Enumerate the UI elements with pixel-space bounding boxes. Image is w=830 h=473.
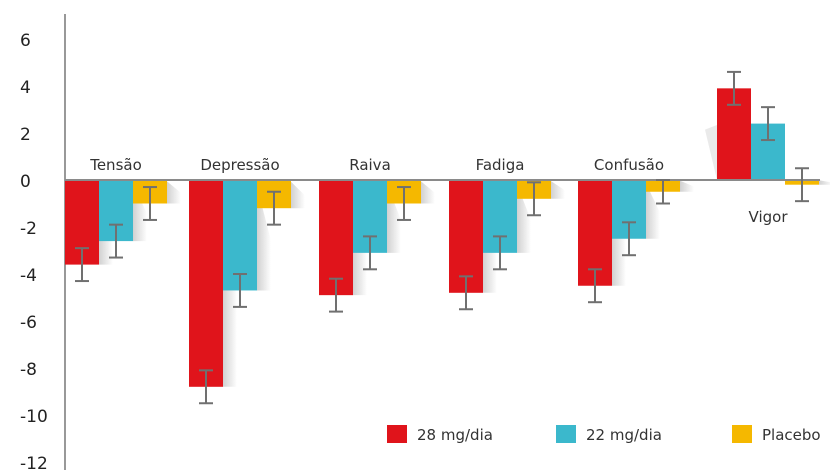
error-bar-depressao-28-mg-dia — [199, 369, 213, 405]
y-tick-label: -6 — [20, 313, 37, 333]
error-bar-tensao-22-mg-dia — [109, 223, 123, 259]
bar-shadow — [646, 183, 660, 239]
error-bar-confusao-22-mg-dia — [622, 221, 636, 257]
bar-shadow — [819, 180, 830, 185]
legend-item-22-mg-dia: 22 mg/dia — [556, 425, 662, 444]
error-bar-confusao-placebo — [656, 179, 670, 205]
bar-shadow — [517, 184, 531, 253]
bar-shadow — [680, 180, 694, 192]
error-bar-fadiga-placebo — [527, 181, 541, 217]
error-bar-depressao-placebo — [267, 190, 281, 226]
category-label-vigor: Vigor — [749, 208, 789, 226]
error-bar-fadiga-28-mg-dia — [459, 275, 473, 311]
legend-label: Placebo — [762, 426, 821, 444]
y-tick-label: -2 — [20, 219, 37, 239]
legend-item-placebo: Placebo — [732, 425, 821, 444]
category-labels: Tensão Depressão Raiva Fadiga Confusão Vigor — [89, 156, 788, 226]
error-bar-vigor-placebo — [795, 167, 809, 203]
legend-label: 22 mg/dia — [586, 426, 662, 444]
error-bar-raiva-28-mg-dia — [329, 277, 343, 313]
bar-fadiga-28-mg-dia — [449, 180, 483, 293]
bar-shadow — [705, 125, 717, 180]
legend-label: 28 mg/dia — [417, 426, 493, 444]
legend: 28 mg/dia 22 mg/dia Placebo — [387, 425, 821, 444]
error-bar-vigor-22-mg-dia — [761, 106, 775, 142]
category-label-fadiga: Fadiga — [476, 156, 525, 174]
bar-shadow — [551, 181, 565, 199]
y-tick-label: -10 — [20, 407, 48, 427]
bar-shadow — [167, 181, 181, 204]
bar-depressao-28-mg-dia — [189, 180, 223, 387]
bar-shadow — [421, 181, 435, 204]
y-tick-label: 4 — [20, 78, 31, 98]
category-label-depressao: Depressão — [200, 156, 279, 174]
category-label-confusao: Confusão — [594, 156, 664, 174]
bars — [65, 88, 819, 387]
error-bar-tensao-28-mg-dia — [75, 247, 89, 283]
category-label-raiva: Raiva — [349, 156, 391, 174]
bar-depressao-22-mg-dia — [223, 180, 257, 291]
legend-swatch — [556, 425, 576, 443]
error-bars — [75, 70, 809, 405]
y-tick-label: -4 — [20, 266, 37, 286]
bar-shadow — [257, 186, 271, 291]
error-bar-tensao-placebo — [143, 186, 157, 221]
error-bar-vigor-28-mg-dia — [727, 70, 741, 106]
legend-item-28-mg-dia: 28 mg/dia — [387, 425, 493, 444]
error-bar-fadiga-22-mg-dia — [493, 235, 507, 271]
bar-raiva-28-mg-dia — [319, 180, 353, 296]
legend-swatch — [387, 425, 407, 443]
y-axis: 6 4 2 0 -2 -4 -6 -8 -10 -12 — [20, 14, 66, 473]
y-tick-label: -8 — [20, 360, 37, 380]
y-tick-label: 0 — [20, 172, 31, 192]
y-tick-label: -12 — [20, 454, 48, 473]
error-bar-depressao-22-mg-dia — [233, 273, 247, 308]
error-bar-confusao-28-mg-dia — [588, 268, 602, 304]
error-bar-raiva-placebo — [397, 186, 411, 221]
bar-shadow — [291, 181, 305, 209]
error-bar-raiva-22-mg-dia — [363, 235, 377, 271]
y-tick-label: 2 — [20, 125, 31, 145]
category-label-tensao: Tensão — [89, 156, 142, 174]
y-tick-label: 6 — [20, 31, 31, 51]
bar-confusao-28-mg-dia — [578, 180, 612, 286]
legend-swatch — [732, 425, 752, 443]
